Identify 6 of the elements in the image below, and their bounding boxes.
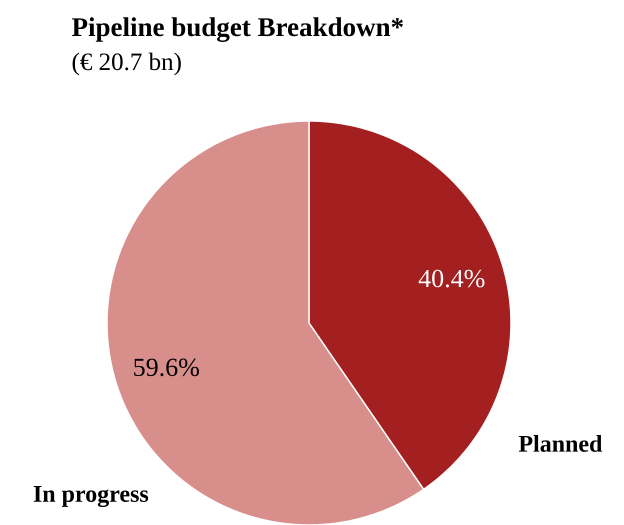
data-label: 40.4% <box>418 270 484 288</box>
slice-label: Planned <box>518 435 602 452</box>
chart-title: Pipeline budget Breakdown* <box>72 17 403 42</box>
data-label: 59.6% <box>134 358 199 376</box>
chart-subtitle: (€ 20.7 bn) <box>72 52 181 76</box>
slice-label: In progress <box>34 486 148 508</box>
